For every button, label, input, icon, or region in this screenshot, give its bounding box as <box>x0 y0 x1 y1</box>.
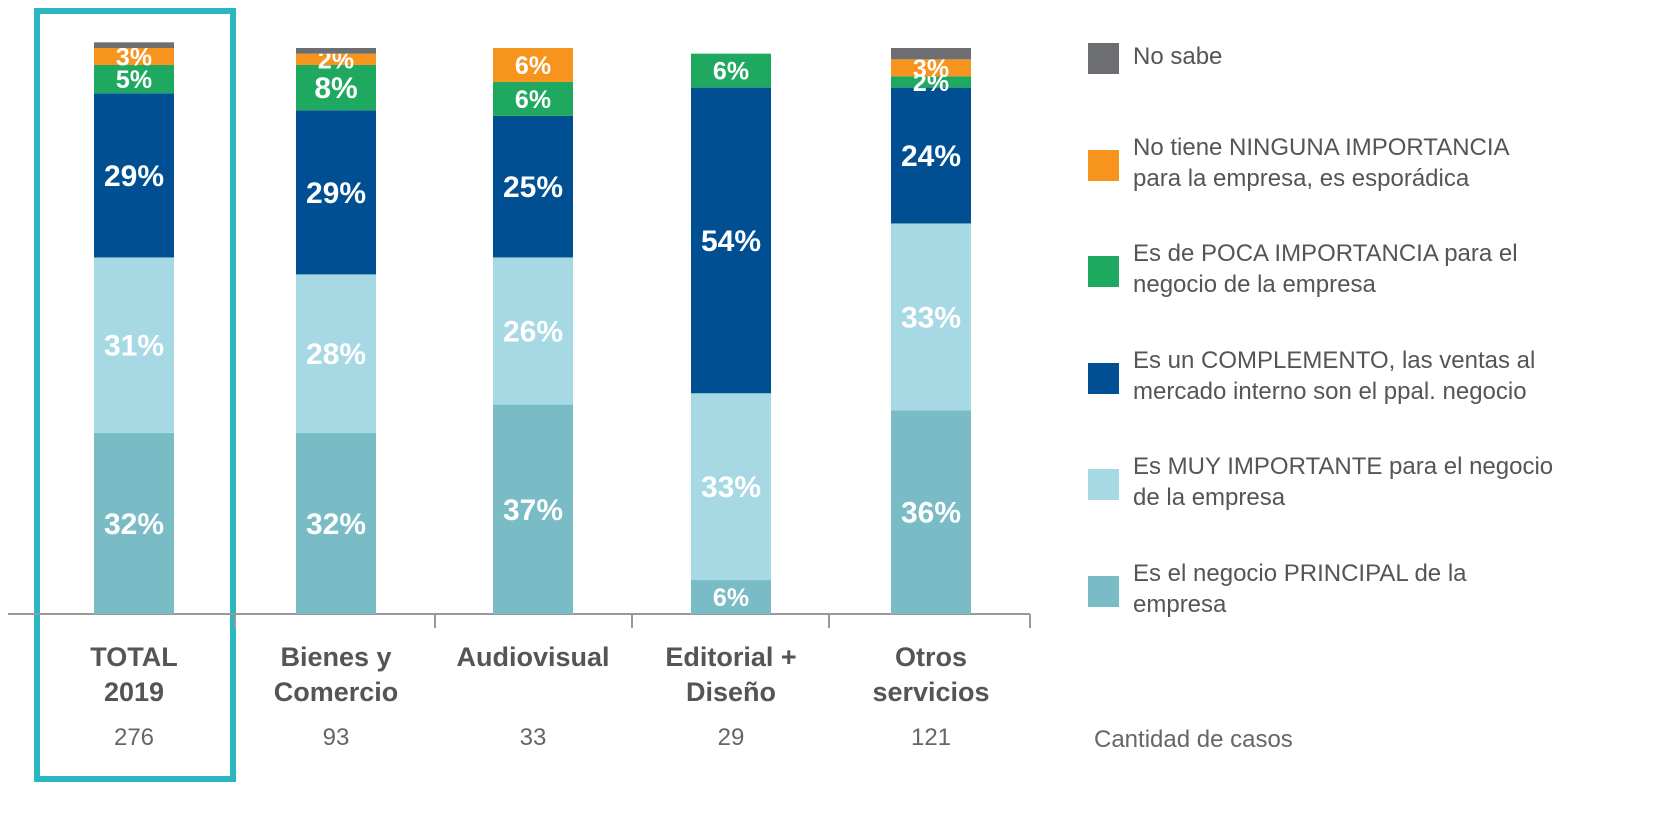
data-label: 54% <box>701 225 761 258</box>
bar-segment <box>891 59 971 77</box>
highlight-box <box>34 8 236 782</box>
legend-label: No tiene NINGUNA IMPORTANCIA para la emp… <box>1133 133 1510 192</box>
legend-label: Es de POCA IMPORTANCIA para el negocio d… <box>1133 240 1518 299</box>
data-label: 6% <box>515 86 551 114</box>
bar-segment <box>691 393 771 581</box>
x-tick-label: TOTAL 2019 <box>90 642 178 707</box>
data-label: 37% <box>503 494 563 527</box>
data-label: 6% <box>713 584 749 612</box>
bar-segment <box>296 432 376 614</box>
bar-segment <box>493 257 573 405</box>
x-tick-label: Bienes y Comercio <box>273 642 399 707</box>
data-label: 6% <box>713 58 749 86</box>
data-label: 29% <box>306 177 366 210</box>
bar-segment <box>94 257 174 433</box>
bar-segment <box>296 53 376 65</box>
bar-segment <box>296 110 376 275</box>
bar-segment <box>891 410 971 614</box>
legend-label: Es un COMPLEMENTO, las ventas al mercado… <box>1133 346 1536 405</box>
x-tick-label: Editorial + Diseño <box>665 642 797 707</box>
bar-segment <box>94 432 174 614</box>
bar-segment <box>891 87 971 224</box>
bar-segment <box>493 115 573 258</box>
sample-size: 29 <box>717 724 745 751</box>
data-label: 26% <box>503 316 563 349</box>
data-label: 36% <box>901 497 961 530</box>
legend-label: Es MUY IMPORTANTE para el negocio de la … <box>1133 453 1554 512</box>
sample-size-caption: Cantidad de casos <box>1094 726 1293 753</box>
legend-swatch <box>1088 256 1119 288</box>
legend-label: Es el negocio PRINCIPAL de la empresa <box>1133 560 1467 618</box>
data-label: 33% <box>901 301 961 334</box>
bar-segment <box>296 274 376 433</box>
data-label: 32% <box>104 508 164 541</box>
data-label: 33% <box>701 471 761 504</box>
legend-swatch <box>1088 43 1119 74</box>
bar-segment <box>94 93 174 258</box>
bar-segment <box>891 76 971 88</box>
x-tick-label: Audiovisual <box>456 642 610 672</box>
data-label: 3% <box>116 43 152 71</box>
legend-swatch <box>1088 149 1119 181</box>
bar-segment <box>891 223 971 411</box>
data-label: 31% <box>104 330 164 363</box>
bar-segment <box>691 580 771 614</box>
bar-segment <box>493 48 573 82</box>
bar-segment <box>94 42 174 48</box>
data-label: 6% <box>515 52 551 80</box>
sample-size: 33 <box>519 724 547 751</box>
bar-segment <box>691 87 771 394</box>
legend-swatch <box>1088 469 1119 501</box>
data-label: 8% <box>314 72 357 105</box>
bar-segment <box>296 64 376 111</box>
bar-segment <box>691 53 771 88</box>
data-label: 25% <box>503 171 563 204</box>
bar-segment <box>296 48 376 54</box>
bar-segment <box>493 404 573 614</box>
legend-label: No sabe <box>1133 42 1223 70</box>
legend-swatch <box>1088 576 1119 607</box>
data-label: 5% <box>116 66 152 94</box>
data-label: 32% <box>306 508 366 541</box>
bar-segment <box>493 81 573 116</box>
bar-segment <box>94 48 174 65</box>
legend-swatch <box>1088 362 1119 394</box>
data-label: 29% <box>104 160 164 193</box>
sample-size: 121 <box>910 724 952 751</box>
data-label: 24% <box>901 140 961 173</box>
sample-size: 276 <box>113 724 155 751</box>
x-tick-label: Otros servicios <box>872 642 990 707</box>
data-label: 3% <box>913 55 949 83</box>
sample-size: 93 <box>322 724 350 751</box>
bar-segment <box>891 48 971 60</box>
bar-segment <box>94 64 174 94</box>
data-label: 28% <box>306 338 366 371</box>
